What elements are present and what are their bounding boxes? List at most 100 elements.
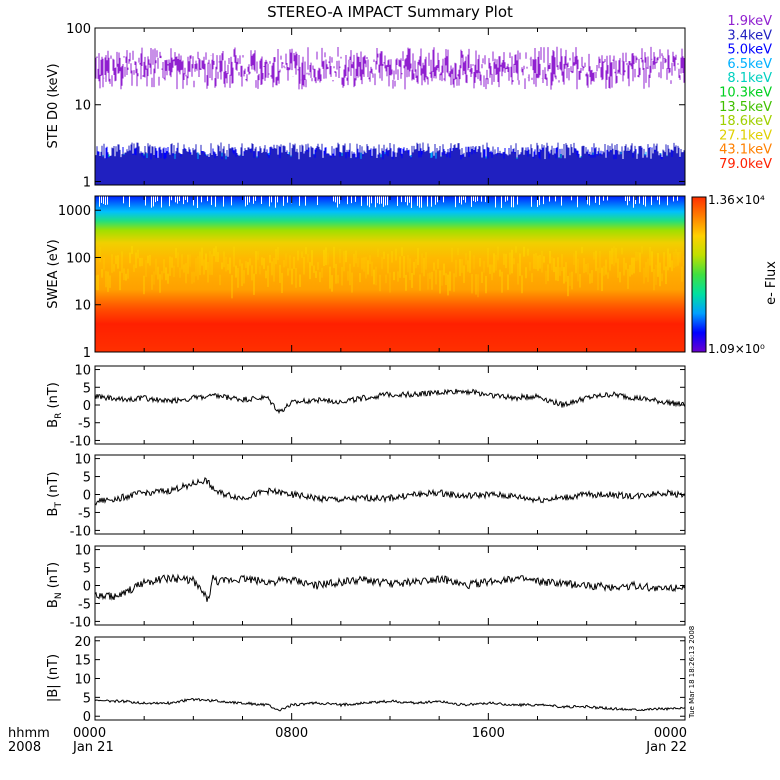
swea-texture-strip: [223, 251, 225, 268]
swea-gap: [361, 196, 362, 206]
swea-texture-strip: [531, 273, 533, 283]
ytick-label: 10: [74, 544, 91, 559]
time-tick-day: Jan 22: [645, 740, 687, 755]
swea-gap: [625, 196, 626, 201]
swea-texture-strip: [181, 254, 183, 270]
swea-texture-strip: [423, 257, 425, 277]
swea-texture-strip: [287, 268, 289, 276]
ytick-label: -10: [70, 615, 91, 630]
swea-texture-strip: [441, 270, 443, 286]
swea-texture-strip: [233, 246, 235, 267]
swea-gap: [431, 196, 432, 207]
swea-gap: [269, 196, 270, 207]
legend-item-8.1keV: 8.1keV: [727, 71, 772, 86]
swea-gap: [407, 196, 408, 206]
swea-texture-strip: [149, 254, 151, 266]
swea-texture-strip: [213, 248, 215, 257]
swea-texture-strip: [323, 249, 325, 266]
swea-texture-strip: [607, 272, 609, 279]
swea-texture-strip: [587, 263, 589, 275]
swea-texture-strip: [475, 274, 477, 295]
swea-texture-strip: [437, 259, 439, 269]
swea-texture-strip: [235, 265, 237, 278]
swea-texture-strip: [551, 256, 553, 271]
swea-texture-strip: [583, 258, 585, 274]
swea-texture-strip: [159, 274, 161, 293]
swea-texture-strip: [463, 265, 465, 283]
swea-texture-strip: [375, 266, 377, 286]
ytick-label: 5: [83, 691, 91, 706]
legend-item-27.1keV: 27.1keV: [719, 128, 772, 143]
swea-texture-strip: [655, 264, 657, 285]
time-axis-label-year: 2008: [8, 740, 41, 755]
swea-gap: [231, 196, 232, 206]
swea-gap: [339, 196, 340, 204]
swea-texture-strip: [509, 252, 511, 275]
swea-texture-strip: [141, 257, 143, 267]
swea-texture-strip: [563, 267, 565, 284]
swea-gap: [589, 196, 590, 206]
swea-texture-strip: [283, 260, 285, 268]
swea-texture-strip: [591, 270, 593, 283]
swea-texture-strip: [433, 262, 435, 271]
swea-texture-strip: [117, 255, 119, 269]
swea-texture-strip: [445, 273, 447, 286]
swea-gap: [419, 196, 420, 208]
swea-texture-strip: [449, 271, 451, 291]
swea-texture-strip: [641, 246, 643, 254]
bt-ylabel-unit: (nT): [46, 472, 61, 498]
swea-texture-strip: [361, 257, 363, 270]
swea-texture-strip: [411, 272, 413, 288]
swea-texture-strip: [291, 268, 293, 285]
swea-texture-strip: [201, 247, 203, 266]
series-line-bn: [95, 573, 685, 602]
swea-gap: [157, 196, 158, 202]
swea-texture-strip: [189, 254, 191, 267]
swea-texture-strip: [493, 253, 495, 273]
swea-texture-strip: [581, 246, 583, 254]
swea-texture-strip: [353, 253, 355, 267]
swea-texture-strip: [247, 262, 249, 275]
br-ylabel: BR (nT): [46, 382, 64, 428]
swea-texture-strip: [443, 263, 445, 276]
swea-gap: [371, 196, 372, 204]
swea-texture-strip: [325, 247, 327, 266]
swea-texture-strip: [397, 271, 399, 282]
swea-gap: [333, 196, 334, 202]
swea-texture-strip: [155, 258, 157, 275]
swea-texture-strip: [523, 246, 525, 257]
swea-texture-strip: [615, 248, 617, 263]
br-ylabel-b: B: [46, 419, 61, 428]
swea-texture-strip: [589, 273, 591, 284]
ytick-label: 5: [83, 381, 91, 396]
swea-texture-strip: [503, 253, 505, 265]
time-tick-day: Jan 21: [72, 740, 114, 755]
swea-texture-strip: [359, 273, 361, 283]
swea-gap: [577, 196, 578, 208]
swea-texture-strip: [103, 257, 105, 270]
swea-gap: [505, 196, 506, 202]
swea-texture-strip: [237, 268, 239, 288]
swea-texture-strip: [389, 272, 391, 293]
swea-gap: [417, 196, 418, 206]
swea-ytick-label: 1000: [58, 204, 91, 219]
swea-gap: [351, 196, 352, 204]
swea-gap: [145, 196, 146, 206]
swea-texture-strip: [597, 267, 599, 291]
ste-series-0: [95, 46, 685, 90]
swea-texture-strip: [431, 271, 433, 290]
swea-texture-strip: [537, 255, 539, 271]
swea-gap: [223, 196, 224, 207]
swea-texture-strip: [617, 258, 619, 278]
ytick-label: -5: [78, 597, 91, 612]
swea-texture-strip: [317, 262, 319, 270]
swea-texture-strip: [621, 247, 623, 255]
swea-texture-strip: [413, 262, 415, 275]
swea-texture-strip: [643, 267, 645, 284]
series-line-br: [95, 388, 685, 415]
swea-gap: [587, 196, 588, 205]
swea-gap: [383, 196, 384, 207]
swea-texture-strip: [349, 263, 351, 286]
swea-texture-strip: [239, 259, 241, 267]
swea-gap: [179, 196, 180, 202]
